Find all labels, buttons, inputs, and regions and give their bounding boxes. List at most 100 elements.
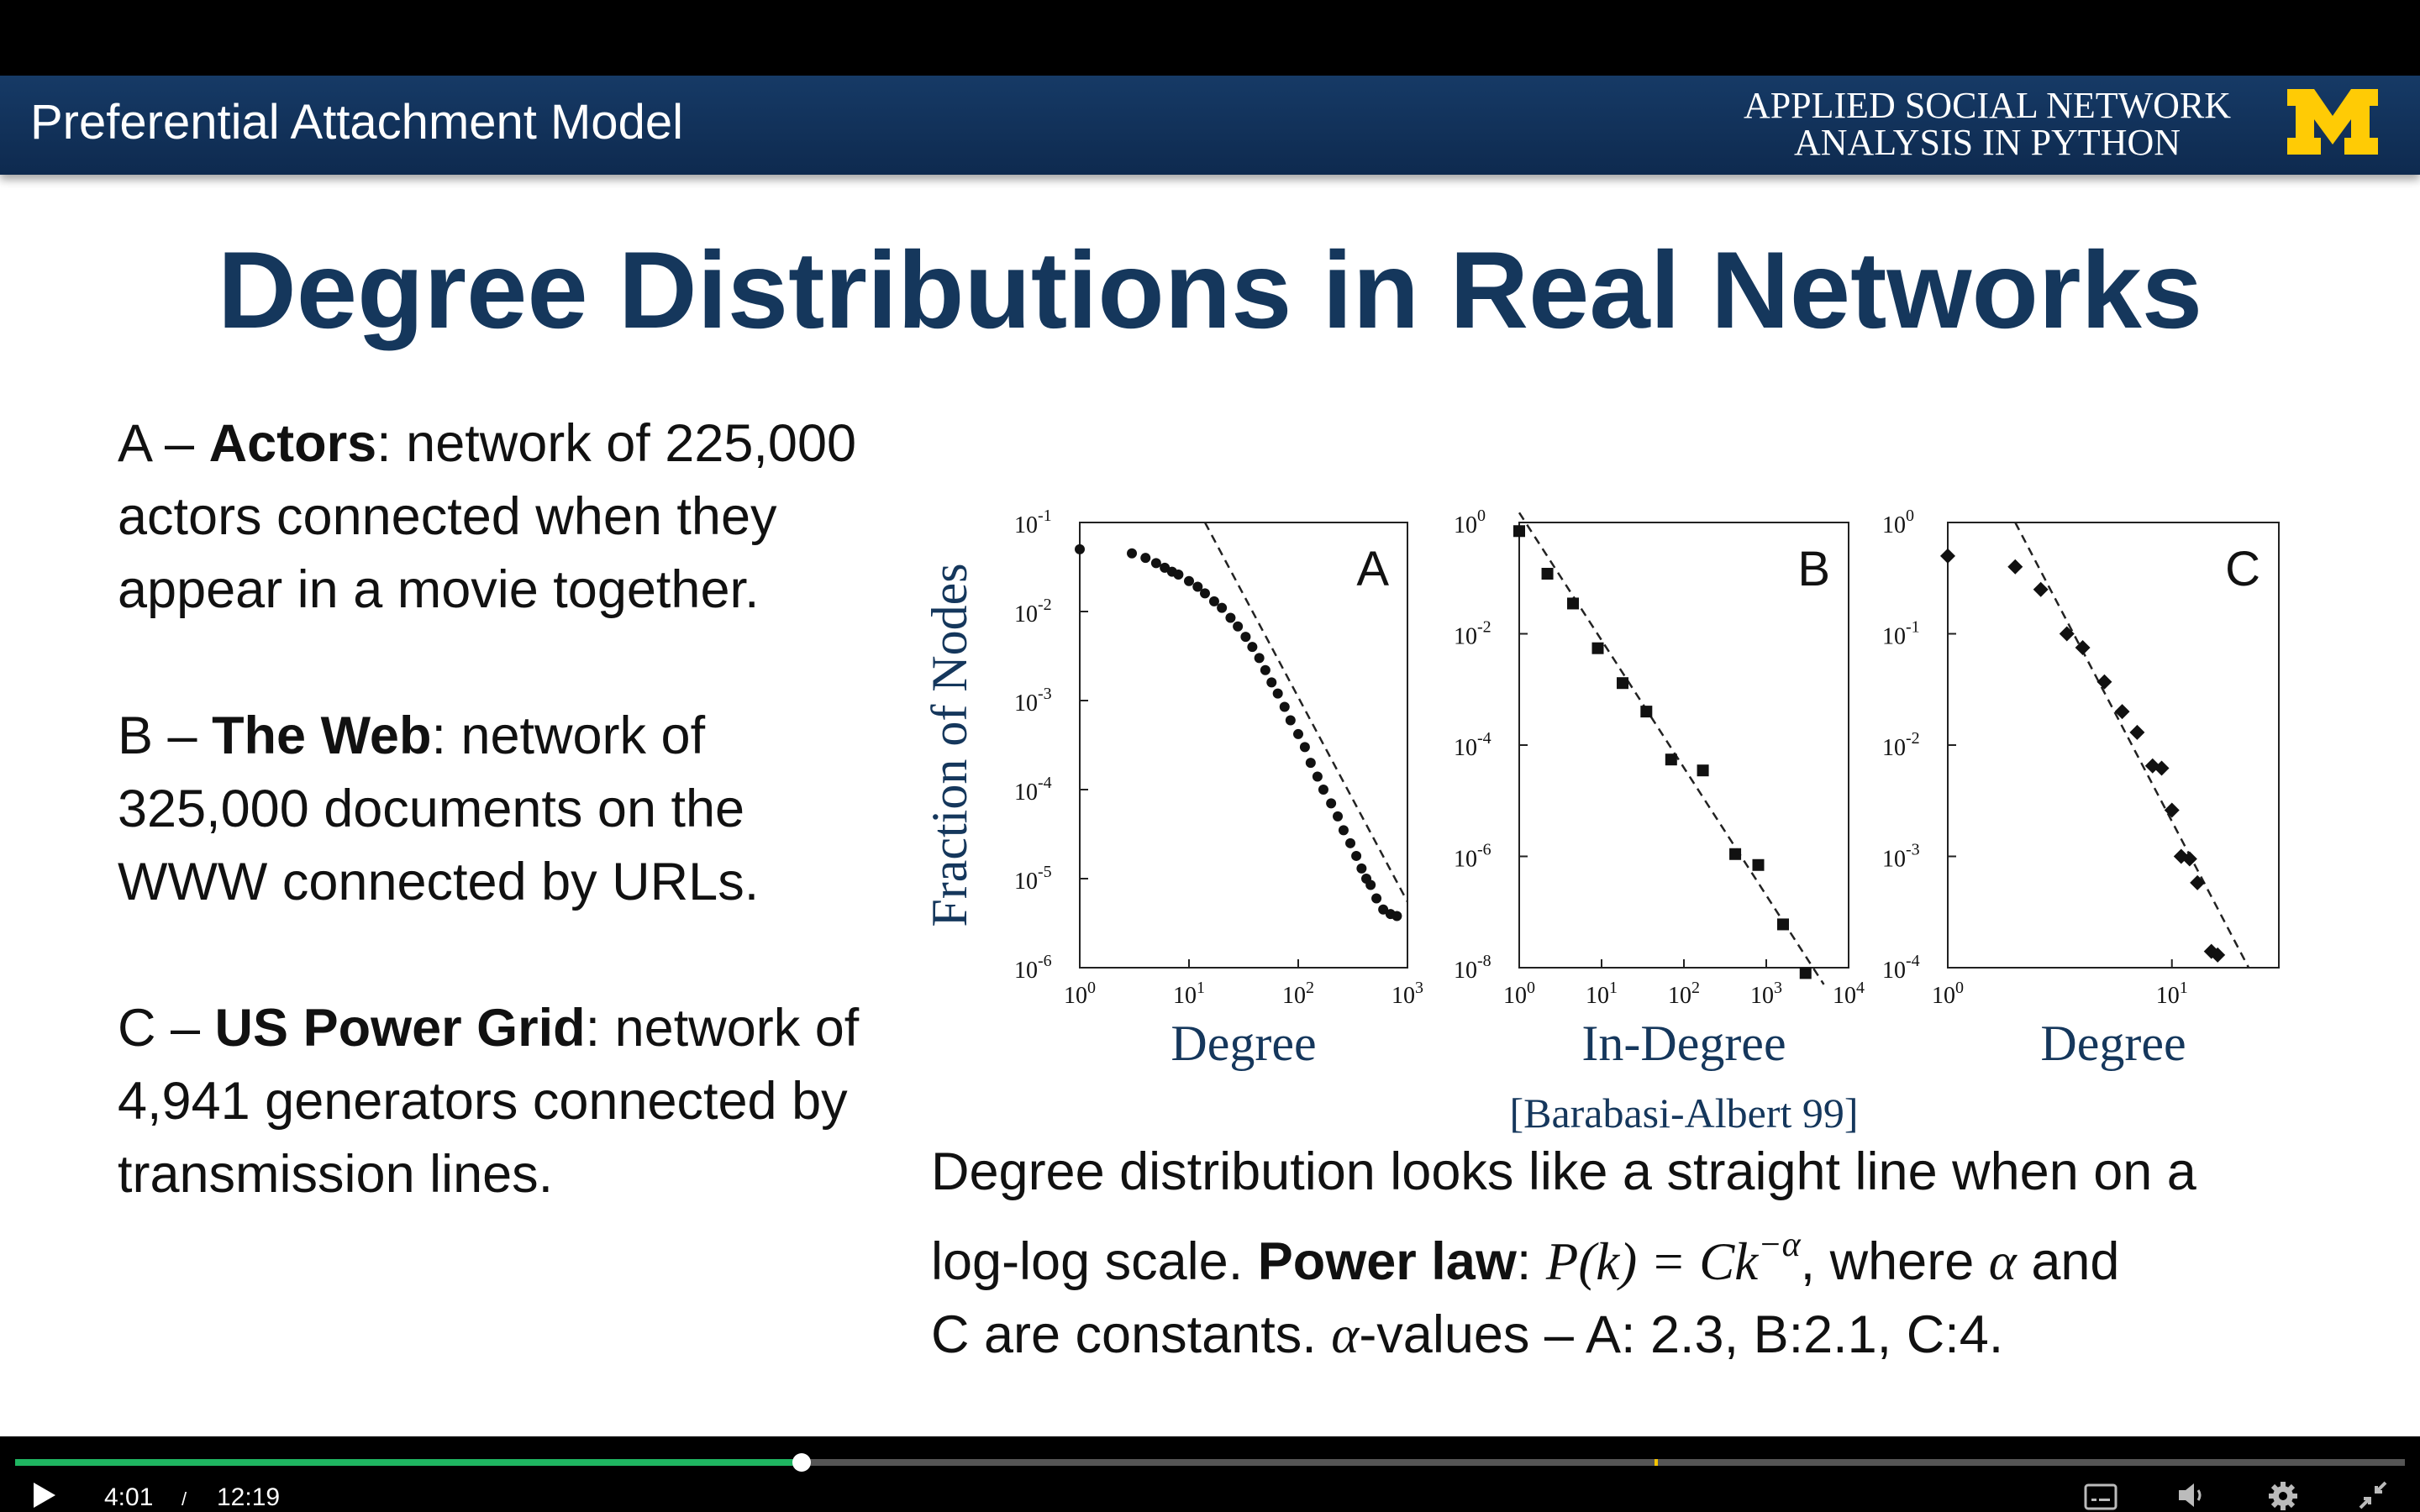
data-point <box>2154 760 2170 776</box>
data-point <box>1365 879 1376 890</box>
data-point <box>1192 581 1203 592</box>
volume-icon[interactable] <box>2176 1480 2210 1510</box>
data-point <box>2033 581 2049 597</box>
y-tick-label: 10-3 <box>1882 841 1920 873</box>
exit-fullscreen-icon[interactable] <box>2358 1480 2388 1510</box>
y-tick-label: 10-1 <box>1014 507 1052 538</box>
description-c: C – US Power Grid: network of 4,941 gene… <box>118 999 860 1204</box>
data-point <box>1777 918 1790 931</box>
fit-line-A <box>1203 522 1409 903</box>
data-point <box>1378 904 1389 915</box>
data-point <box>1127 548 1138 559</box>
x-tick-label: 101 <box>2156 979 2188 1009</box>
panel-label-A: A <box>1356 542 1389 596</box>
data-point <box>1233 621 1244 632</box>
current-time: 4:01 <box>104 1483 154 1511</box>
x-tick-label: 103 <box>1750 979 1782 1009</box>
data-point <box>1254 653 1265 664</box>
y-tick-label: 10-4 <box>1014 774 1052 806</box>
data-point <box>2096 674 2112 690</box>
data-point <box>1665 753 1677 766</box>
y-tick-label: 10-6 <box>1014 952 1052 984</box>
data-point <box>1513 525 1525 538</box>
x-tick-label: 100 <box>1064 979 1096 1009</box>
power-grid-label: US Power Grid <box>214 999 586 1058</box>
fit-line-C <box>2014 522 2250 969</box>
power-law-formula: P(k) = Ck <box>1545 1232 1759 1291</box>
data-point <box>1217 602 1228 613</box>
data-point <box>1371 893 1382 904</box>
seek-bar-progress <box>15 1459 802 1466</box>
data-point <box>1260 664 1270 675</box>
data-point <box>1351 850 1362 861</box>
data-point <box>1225 612 1236 623</box>
description-a: A – Actors: network of 225,000 actors co… <box>118 414 857 619</box>
y-tick-label: 10-4 <box>1882 952 1920 984</box>
data-point <box>1392 911 1402 921</box>
data-point <box>2181 851 2197 867</box>
y-tick-label: 10-3 <box>1014 685 1052 717</box>
data-point <box>1199 588 1210 599</box>
data-point <box>2075 640 2091 656</box>
x-tick-label: 101 <box>1586 979 1618 1009</box>
y-tick-label: 10-2 <box>1882 729 1920 761</box>
web-label: The Web <box>212 706 432 765</box>
slide-section-title: Preferential Attachment Model <box>30 95 683 150</box>
play-icon[interactable] <box>29 1480 59 1510</box>
actors-label: Actors <box>208 414 377 473</box>
y-tick-label: 10-1 <box>1882 618 1920 650</box>
x-axis-label-B: In-Degree <box>1581 1016 1786 1071</box>
course-title-line1: APPLIED SOCIAL NETWORK <box>1743 85 2232 126</box>
data-point <box>2114 704 2130 720</box>
slide-heading: Degree Distributions in Real Networks <box>217 228 2203 351</box>
data-point <box>2059 626 2075 642</box>
slide-banner: Preferential Attachment Model APPLIED SO… <box>0 76 2420 175</box>
power-law-label: Power law <box>1257 1232 1517 1291</box>
block-m-logo <box>2287 89 2378 155</box>
data-point <box>2210 947 2226 963</box>
data-point <box>1305 758 1316 769</box>
data-point <box>1247 642 1258 653</box>
data-point <box>1184 575 1194 586</box>
seek-bar[interactable] <box>15 1453 2405 1472</box>
description-b: B – The Web: network of 325,000 document… <box>118 706 760 911</box>
fit-line-B <box>1518 512 1825 985</box>
x-tick-label: 100 <box>1932 979 1964 1009</box>
y-tick-label: 10-2 <box>1454 618 1491 650</box>
data-point <box>1279 701 1290 712</box>
data-point <box>1752 858 1765 871</box>
slide: Preferential Attachment Model APPLIED SO… <box>0 76 2420 1436</box>
data-point <box>1272 688 1283 699</box>
data-point <box>1326 798 1337 809</box>
power-law-note: Degree distribution looks like a straigh… <box>931 1142 2196 1364</box>
settings-gear-icon[interactable] <box>2267 1480 2299 1512</box>
data-point <box>1150 558 1161 569</box>
data-point <box>1299 742 1310 753</box>
data-point <box>1591 642 1604 654</box>
data-point <box>1318 785 1328 795</box>
x-axis-label-A: Degree <box>1171 1016 1316 1071</box>
data-point <box>1940 548 1955 564</box>
data-point <box>1541 568 1554 580</box>
course-title: APPLIED SOCIAL NETWORK ANALYSIS IN PYTHO… <box>1714 87 2260 161</box>
data-point <box>1799 967 1812 979</box>
course-title-line2: ANALYSIS IN PYTHON <box>1793 122 2181 163</box>
data-point <box>2007 559 2023 575</box>
data-point <box>1173 570 1184 580</box>
panel-label-B: B <box>1797 542 1830 596</box>
x-tick-label: 100 <box>1503 979 1535 1009</box>
captions-icon[interactable] <box>2084 1483 2118 1510</box>
data-point <box>1333 811 1344 822</box>
data-point <box>1240 632 1251 643</box>
data-point <box>1729 848 1742 860</box>
seek-handle[interactable] <box>792 1453 811 1472</box>
y-tick-label: 10-2 <box>1014 596 1052 627</box>
data-point <box>2190 874 2206 890</box>
y-axis-label: Fraction of Nodes <box>922 563 977 927</box>
data-point <box>2129 724 2145 740</box>
data-point <box>1266 677 1277 688</box>
data-point <box>2164 802 2180 818</box>
time-separator: / <box>182 1488 187 1509</box>
data-point <box>1338 825 1349 836</box>
citation: [Barabasi-Albert 99] <box>1509 1089 1858 1137</box>
